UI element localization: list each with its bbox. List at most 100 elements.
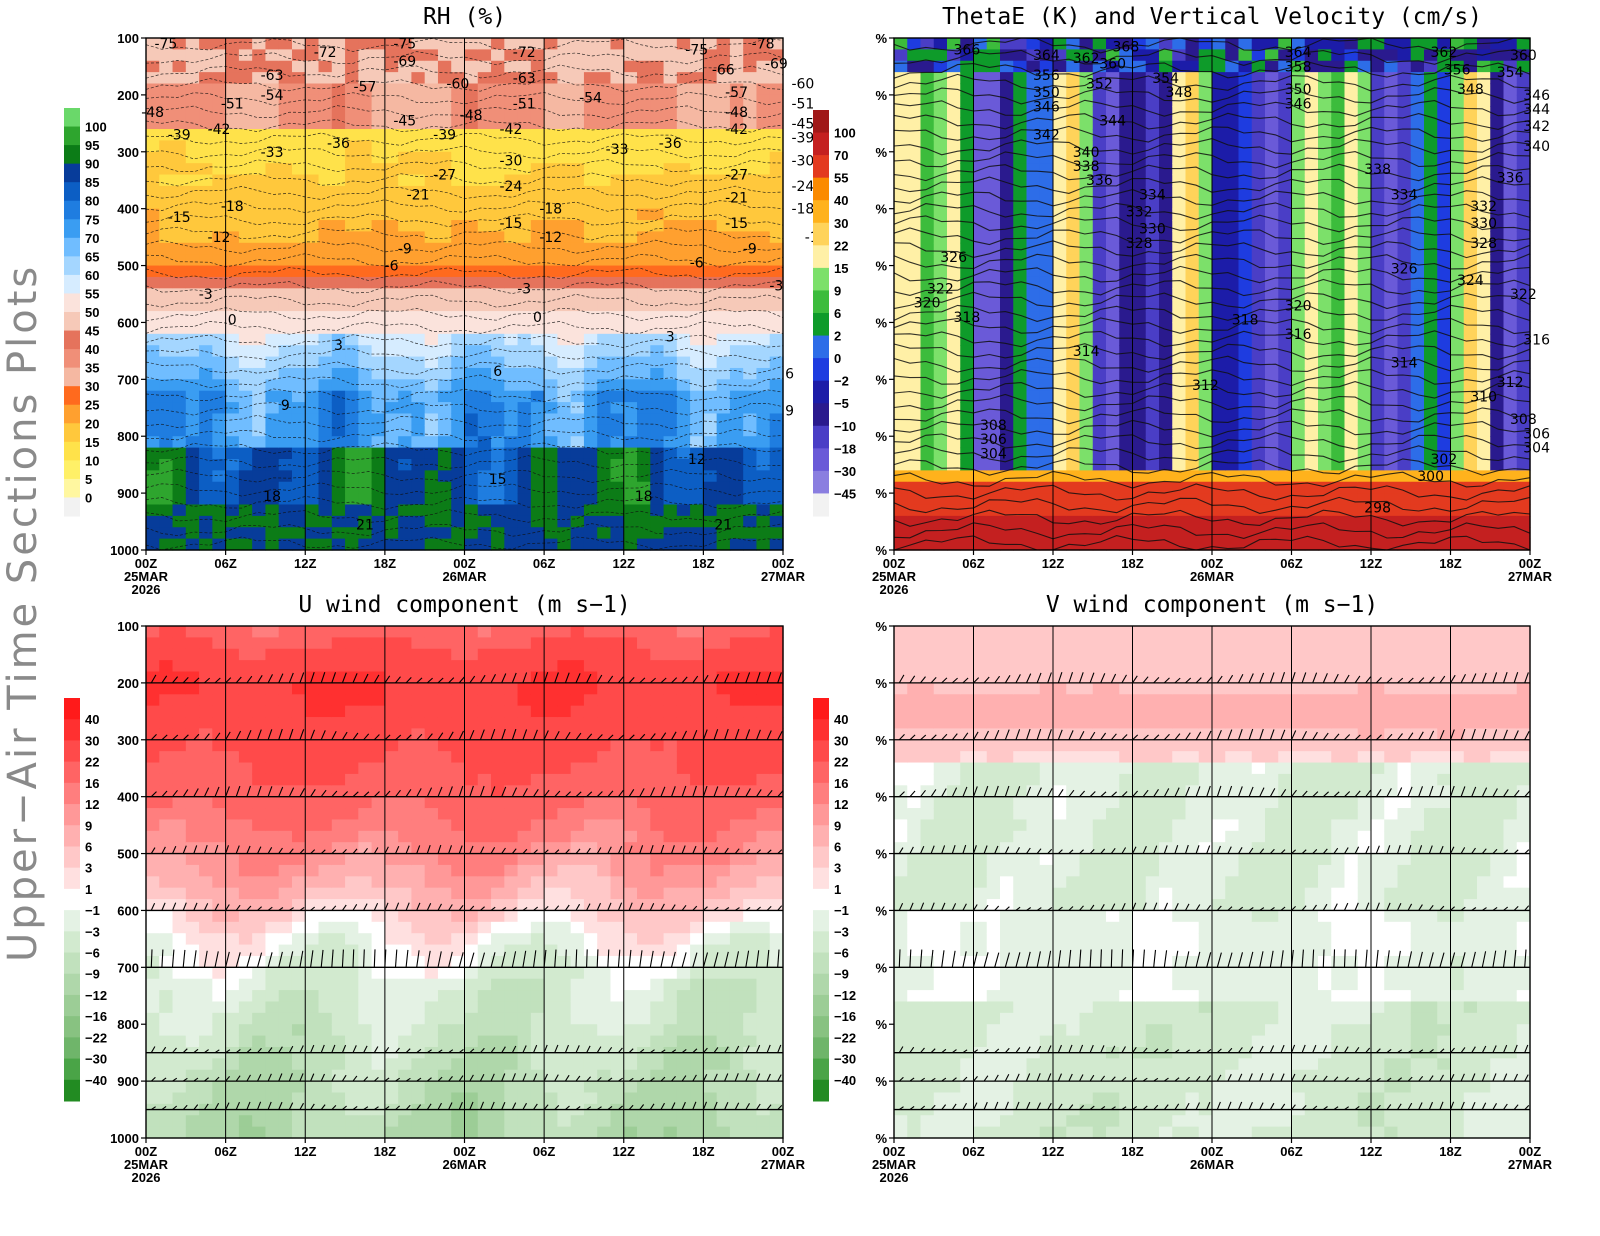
colorbar-label: 10 (85, 453, 99, 468)
field-cell (756, 254, 771, 267)
field-cell (398, 493, 413, 506)
field-cell (371, 60, 386, 73)
field-cell (265, 424, 280, 437)
field-cell (199, 978, 213, 991)
field-cell (1516, 151, 1531, 164)
field-cell (318, 311, 333, 324)
field-cell (637, 231, 651, 244)
field-cell (318, 424, 333, 437)
field-cell (1106, 174, 1120, 187)
field-cell (491, 265, 505, 278)
field-cell (1304, 333, 1319, 346)
field-cell (1463, 299, 1478, 312)
field-cell (1132, 390, 1147, 403)
field-cell (920, 402, 935, 415)
x-tick-label: 00Z (1201, 556, 1223, 571)
field-cell (1265, 129, 1279, 141)
field-cell (544, 470, 558, 483)
contour-label: -78 (752, 37, 775, 53)
field-cell (557, 254, 572, 267)
field-cell (517, 83, 532, 96)
field-cell (1331, 163, 1346, 176)
field-cell (986, 265, 1001, 278)
field-cell (252, 493, 267, 506)
field-cell (318, 458, 333, 471)
field-cell (1371, 288, 1385, 301)
field-cell (1066, 208, 1081, 221)
field-cell (1463, 208, 1478, 221)
field-cell (610, 265, 625, 278)
field-cell (1265, 515, 1279, 528)
field-cell (1251, 367, 1266, 380)
field-cell (358, 208, 373, 221)
field-cell (947, 356, 961, 369)
field-cell (743, 276, 758, 289)
field-cell (597, 174, 612, 187)
field-cell (1357, 447, 1372, 460)
field-cell (1344, 322, 1359, 335)
field-cell (894, 504, 908, 517)
field-cell (544, 288, 558, 301)
field-cell (225, 106, 240, 119)
field-cell (185, 660, 200, 673)
field-cell (398, 174, 413, 187)
field-cell (1106, 436, 1120, 449)
field-cell (199, 299, 213, 312)
field-cell (920, 60, 935, 73)
field-cell (185, 1035, 200, 1048)
contour-label: -66 (712, 62, 735, 78)
y-tick-label: 300 (117, 145, 139, 160)
field-cell (1066, 129, 1081, 141)
field-cell (960, 163, 975, 176)
field-cell (159, 910, 174, 923)
field-cell (703, 49, 718, 62)
field-cell (597, 288, 612, 301)
field-cell (464, 538, 479, 551)
field-cell (1424, 345, 1438, 358)
field-cell (278, 299, 293, 312)
field-cell (159, 367, 174, 380)
field-cell (676, 356, 691, 369)
field-cell (517, 220, 532, 233)
field-cell (199, 322, 213, 335)
field-cell (331, 72, 346, 85)
field-cell (769, 49, 784, 62)
field-cell (185, 185, 200, 198)
field-cell (1318, 129, 1332, 141)
field-cell (398, 265, 413, 278)
field-cell (437, 242, 452, 255)
field-cell (597, 94, 612, 107)
field-cell (1384, 538, 1399, 551)
field-cell (1291, 345, 1306, 358)
field-cell (1397, 94, 1412, 107)
field-cell (756, 49, 771, 62)
field-cell (1238, 458, 1253, 471)
field-cell (1185, 140, 1200, 153)
field-cell (769, 94, 784, 107)
field-cell (411, 140, 426, 153)
field-cell (920, 322, 935, 335)
field-cell (1265, 436, 1279, 449)
field-cell (1053, 470, 1067, 483)
field-cell (305, 379, 320, 392)
field-cell (1463, 185, 1478, 198)
field-cell (1106, 402, 1120, 415)
colorbar-label: 15 (834, 261, 848, 276)
field-cell (411, 151, 426, 164)
field-cell (894, 538, 908, 551)
field-cell (1079, 265, 1094, 278)
field-cell (756, 163, 771, 176)
field-cell (1212, 106, 1226, 119)
field-cell (212, 671, 227, 684)
field-cell (1278, 140, 1293, 153)
field-cell (1066, 151, 1081, 164)
colorbar-label: 5 (85, 472, 92, 487)
field-cell (1092, 276, 1107, 289)
field-cell (199, 728, 213, 741)
field-cell (212, 129, 227, 141)
field-cell (146, 808, 160, 821)
field-cell (1251, 504, 1266, 517)
field-cell (1291, 231, 1306, 244)
field-cell (318, 333, 333, 346)
field-cell (544, 379, 558, 392)
